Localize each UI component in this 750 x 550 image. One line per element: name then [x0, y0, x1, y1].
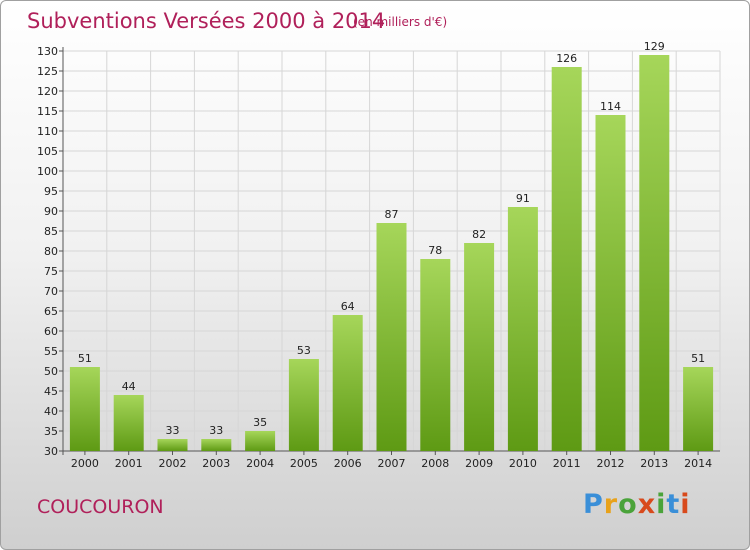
y-tick-label: 125 — [37, 65, 58, 78]
data-label-2002: 33 — [166, 424, 180, 437]
y-tick-label: 40 — [44, 405, 58, 418]
y-tick-label: 130 — [37, 45, 58, 58]
y-tick-label: 95 — [44, 185, 58, 198]
data-label-2007: 87 — [385, 208, 399, 221]
y-tick-label: 75 — [44, 265, 58, 278]
bar-2009 — [464, 243, 495, 451]
data-label-2004: 35 — [253, 416, 267, 429]
x-tick-label: 2004 — [246, 457, 274, 470]
data-label-2001: 44 — [122, 380, 136, 393]
y-tick-label: 30 — [44, 445, 58, 458]
y-tick-label: 55 — [44, 345, 58, 358]
y-tick-label: 115 — [37, 105, 58, 118]
bar-2002 — [157, 439, 188, 451]
bar-2013 — [639, 55, 670, 451]
data-label-2009: 82 — [472, 228, 486, 241]
data-label-2011: 126 — [556, 52, 577, 65]
y-tick-label: 65 — [44, 305, 58, 318]
y-tick-label: 80 — [44, 245, 58, 258]
y-tick-label: 100 — [37, 165, 58, 178]
bars — [69, 55, 714, 451]
x-tick-label: 2010 — [509, 457, 537, 470]
bar-2004 — [245, 431, 276, 451]
y-tick-label: 120 — [37, 85, 58, 98]
data-label-2005: 53 — [297, 344, 311, 357]
bar-2000 — [69, 367, 100, 451]
proxiti-logo[interactable]: Proxiti — [583, 489, 691, 520]
y-tick-label: 85 — [44, 225, 58, 238]
data-label-2000: 51 — [78, 352, 92, 365]
x-tick-label: 2009 — [465, 457, 493, 470]
x-tick-label: 2003 — [202, 457, 230, 470]
y-tick-label: 90 — [44, 205, 58, 218]
y-tick-label: 70 — [44, 285, 58, 298]
bar-2001 — [113, 395, 144, 451]
labels: 30 35 40 45 50 55 60 65 70 75 80 85 90 95 100 105 110 115… — [37, 40, 712, 470]
bar-2011 — [551, 67, 582, 451]
y-tick-label: 60 — [44, 325, 58, 338]
data-label-2012: 114 — [600, 100, 621, 113]
y-tick-label: 105 — [37, 145, 58, 158]
bar-2010 — [507, 207, 538, 451]
data-label-2013: 129 — [644, 40, 665, 53]
y-tick-label: 50 — [44, 365, 58, 378]
bar-2014 — [683, 367, 714, 451]
chart-title: Subventions Versées 2000 à 2014 — [27, 9, 386, 33]
x-tick-label: 2002 — [159, 457, 187, 470]
data-label-2003: 33 — [209, 424, 223, 437]
x-tick-label: 2006 — [334, 457, 362, 470]
x-tick-label: 2008 — [421, 457, 449, 470]
x-tick-label: 2011 — [553, 457, 581, 470]
bar-2006 — [332, 315, 363, 451]
bar-2008 — [420, 259, 451, 451]
bar-2007 — [376, 223, 407, 451]
data-label-2006: 64 — [341, 300, 355, 313]
x-tick-label: 2007 — [378, 457, 406, 470]
x-tick-label: 2013 — [640, 457, 668, 470]
x-tick-label: 2000 — [71, 457, 99, 470]
chart-subtitle: (en milliers d'€) — [353, 15, 448, 29]
data-label-2008: 78 — [428, 244, 442, 257]
y-tick-label: 110 — [37, 125, 58, 138]
y-tick-label: 45 — [44, 385, 58, 398]
x-tick-label: 2005 — [290, 457, 318, 470]
bar-2012 — [595, 115, 626, 451]
x-tick-label: 2014 — [684, 457, 712, 470]
commune-name: COUCOURON — [37, 496, 164, 518]
data-label-2010: 91 — [516, 192, 530, 205]
bar-2005 — [288, 359, 319, 451]
x-tick-label: 2001 — [115, 457, 143, 470]
x-tick-label: 2012 — [597, 457, 625, 470]
data-label-2014: 51 — [691, 352, 705, 365]
bar-2003 — [201, 439, 232, 451]
y-tick-label: 35 — [44, 425, 58, 438]
